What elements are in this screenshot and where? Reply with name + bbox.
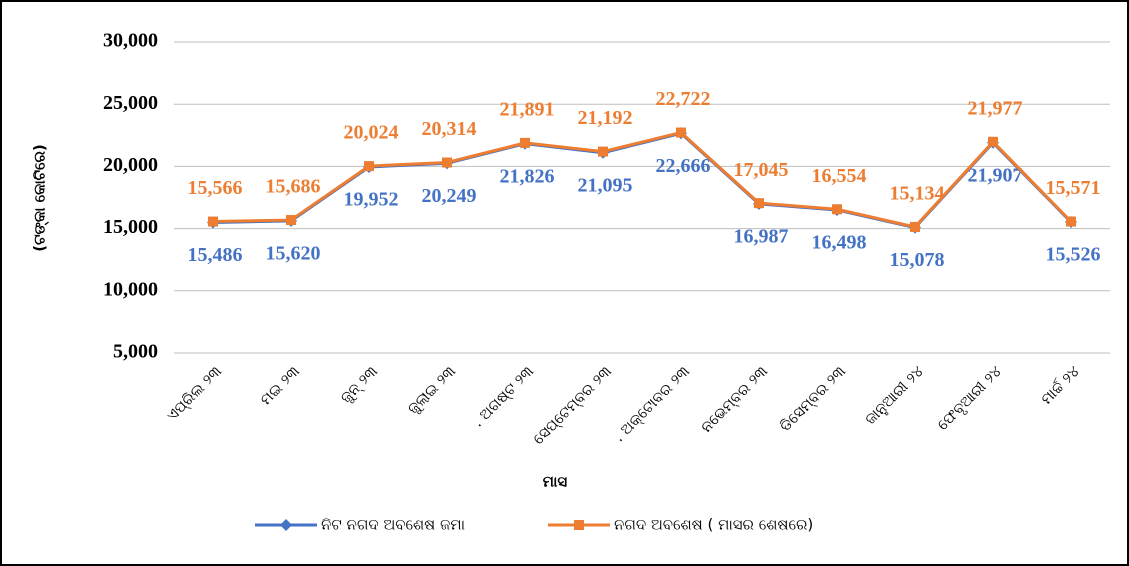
data-label: 22,722 xyxy=(656,88,711,110)
legend-label: ନିଟ ନଗଦ ଅବଶେଷ ଜମା xyxy=(321,516,465,534)
x-axis-label: ମାସ xyxy=(543,473,568,491)
data-label: 21,095 xyxy=(578,174,633,196)
data-label: 21,192 xyxy=(578,107,633,129)
y-tick-label: 30,000 xyxy=(103,30,158,52)
point-marker xyxy=(442,157,452,168)
legend-marker xyxy=(280,519,292,531)
data-label: 15,620 xyxy=(266,242,321,264)
y-tick-label: 10,000 xyxy=(103,278,158,300)
point-marker xyxy=(1066,216,1076,227)
point-marker xyxy=(676,127,686,138)
point-marker xyxy=(598,146,608,157)
data-label: 20,249 xyxy=(422,185,477,207)
y-tick-label: 15,000 xyxy=(103,216,158,238)
data-label: 21,826 xyxy=(500,165,555,187)
y-tick-label: 5,000 xyxy=(113,341,158,363)
point-marker xyxy=(832,204,842,215)
data-label: 19,952 xyxy=(344,189,399,211)
data-label: 16,498 xyxy=(812,232,867,254)
data-label: 15,566 xyxy=(188,177,243,199)
y-axis-label: (ଟଙ୍କା କୋଟିରେ) xyxy=(31,144,50,252)
legend-marker xyxy=(574,520,584,530)
data-label: 15,486 xyxy=(188,244,243,266)
data-label: 15,078 xyxy=(890,249,945,271)
series-line xyxy=(212,130,1073,229)
data-label: 16,554 xyxy=(812,165,867,187)
data-label: 22,666 xyxy=(656,155,711,177)
legend-label: ନଗଦ ଅବଶେଷ ( ମାସର ଶେଷରେ) xyxy=(614,516,813,534)
point-marker xyxy=(988,136,998,147)
data-label: 15,571 xyxy=(1046,177,1101,199)
data-label: 20,314 xyxy=(422,118,477,140)
data-label: 21,907 xyxy=(968,164,1023,186)
point-marker xyxy=(910,221,920,232)
data-label: 21,977 xyxy=(968,97,1023,119)
data-label: 15,526 xyxy=(1046,244,1101,266)
point-marker xyxy=(286,215,296,226)
data-label: 17,045 xyxy=(734,159,789,181)
point-marker xyxy=(208,216,218,227)
data-label: 15,134 xyxy=(890,183,945,205)
point-marker xyxy=(520,137,530,148)
data-label: 15,686 xyxy=(266,176,321,198)
data-label: 16,987 xyxy=(734,225,789,247)
point-marker xyxy=(754,198,764,209)
y-tick-label: 20,000 xyxy=(103,154,158,176)
data-label: 20,024 xyxy=(344,122,399,144)
data-label: 21,891 xyxy=(500,98,555,120)
point-marker xyxy=(364,161,374,172)
y-tick-label: 25,000 xyxy=(103,92,158,114)
